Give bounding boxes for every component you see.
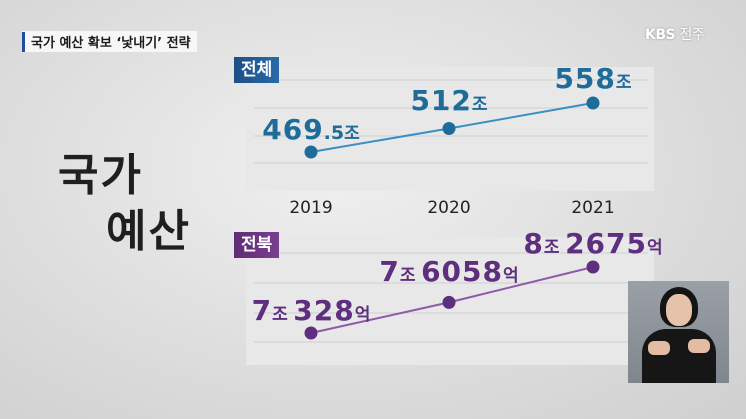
headline-text: 국가 예산 확보 ‘낯내기’ 전략 (31, 36, 191, 51)
big-title-line2: 예산 (106, 206, 191, 257)
data-point (442, 121, 456, 135)
data-label: 7조 6058억 (379, 255, 519, 288)
series-jeonbuk (304, 260, 600, 340)
big-title: 국가 예산 (58, 148, 191, 260)
data-point (304, 326, 318, 340)
data-label: 512조 (410, 84, 488, 117)
data-point (586, 260, 600, 274)
data-point (304, 145, 318, 159)
interpreter-hand (688, 339, 710, 353)
logo-region: 전주 (679, 27, 705, 43)
series-total (304, 96, 600, 159)
data-label: 469.5조 (262, 113, 360, 146)
data-label: 558조 (554, 62, 632, 95)
data-point (586, 96, 600, 110)
gridlines-total (254, 79, 648, 164)
sign-language-interpreter (628, 281, 729, 383)
gridlines-jeonbuk (254, 252, 648, 343)
logo-brand: KBS (645, 27, 676, 43)
data-label: 7조 328억 (251, 294, 371, 327)
series-tag-total: 전체 (234, 57, 280, 83)
interpreter-body (642, 329, 716, 383)
interpreter-face (666, 294, 692, 326)
series-tag-jeonbuk: 전북 (234, 232, 280, 258)
data-point (442, 295, 456, 309)
x-tick-label: 2020 (427, 198, 471, 218)
headline-accent-bar (22, 31, 25, 52)
big-title-line1: 국가 (58, 150, 143, 201)
data-label: 8조 2675억 (523, 227, 663, 260)
x-tick-label: 2019 (289, 198, 333, 218)
news-headline: 국가 예산 확보 ‘낯내기’ 전략 (22, 31, 197, 52)
broadcaster-logo: KBS 전주 (645, 24, 705, 44)
x-tick-label: 2021 (571, 198, 615, 218)
interpreter-hand (648, 341, 670, 355)
